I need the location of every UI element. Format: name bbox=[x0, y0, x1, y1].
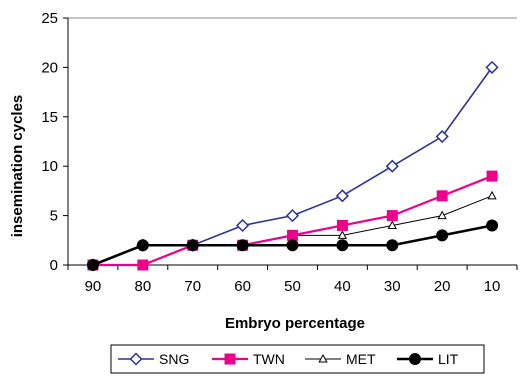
data-point-twn bbox=[137, 259, 149, 271]
data-point-twn bbox=[386, 210, 398, 222]
legend: SNG TWN MET LIT bbox=[110, 344, 485, 374]
data-point-twn bbox=[436, 190, 448, 202]
data-point-twn bbox=[287, 229, 298, 241]
x-tick-label: 20 bbox=[434, 278, 451, 295]
legend-marker-lit bbox=[409, 353, 421, 365]
data-point-lit bbox=[86, 259, 99, 271]
legend-item-twn: TWN bbox=[212, 351, 285, 367]
y-tick-label: 20 bbox=[41, 59, 58, 76]
x-tick-label: 50 bbox=[284, 278, 301, 295]
data-point-met bbox=[487, 190, 497, 200]
x-tick-label: 70 bbox=[184, 278, 201, 295]
legend-marker-twn bbox=[224, 353, 236, 365]
legend-item-met: MET bbox=[305, 351, 376, 367]
data-point-met bbox=[387, 220, 397, 229]
data-point-lit bbox=[436, 229, 449, 242]
legend-marker-met bbox=[318, 353, 328, 363]
x-tick-label: 30 bbox=[384, 278, 401, 295]
legend-label-sng: SNG bbox=[159, 351, 189, 367]
legend-label-lit: LIT bbox=[438, 351, 459, 367]
x-axis-title: Embryo percentage bbox=[225, 315, 365, 332]
x-tick-label: 90 bbox=[85, 278, 102, 295]
y-tick-label: 25 bbox=[41, 10, 58, 27]
data-point-lit bbox=[136, 239, 149, 252]
legend-item-lit: LIT bbox=[397, 351, 459, 367]
data-point-lit bbox=[186, 239, 199, 252]
x-axis-ticks: 90 80 70 60 50 40 30 20 10 bbox=[67, 265, 518, 295]
series-lit bbox=[86, 219, 499, 271]
legend-label-met: MET bbox=[346, 351, 376, 367]
data-point-met bbox=[437, 210, 447, 220]
data-point-sng bbox=[335, 189, 349, 203]
data-point-lit bbox=[236, 239, 249, 252]
y-tick-label: 10 bbox=[41, 158, 58, 175]
data-point-lit bbox=[486, 219, 499, 232]
y-tick-label: 15 bbox=[41, 109, 58, 126]
data-point-lit bbox=[336, 239, 349, 252]
data-point-lit bbox=[286, 239, 299, 252]
y-axis-title: insemination cycles bbox=[9, 95, 26, 238]
data-point-sng bbox=[285, 209, 300, 223]
y-axis-ticks: 0 5 10 15 20 25 bbox=[41, 10, 68, 274]
data-point-twn bbox=[486, 170, 498, 182]
series-layer bbox=[86, 60, 499, 272]
data-point-twn bbox=[336, 219, 348, 231]
legend-label-twn: TWN bbox=[253, 351, 285, 367]
legend-marker-sng bbox=[129, 352, 143, 366]
x-tick-label: 40 bbox=[334, 278, 351, 295]
legend-item-sng: SNG bbox=[118, 351, 189, 367]
data-point-sng bbox=[236, 218, 250, 233]
x-tick-label: 10 bbox=[484, 278, 501, 295]
x-tick-label: 60 bbox=[234, 278, 251, 295]
data-point-lit bbox=[386, 239, 399, 252]
y-tick-label: 0 bbox=[50, 257, 58, 274]
y-tick-label: 5 bbox=[50, 208, 58, 225]
data-point-sng bbox=[385, 159, 399, 173]
data-point-sng bbox=[485, 60, 499, 74]
data-point-met bbox=[337, 230, 348, 239]
data-point-sng bbox=[435, 129, 449, 144]
x-tick-label: 80 bbox=[134, 278, 151, 295]
